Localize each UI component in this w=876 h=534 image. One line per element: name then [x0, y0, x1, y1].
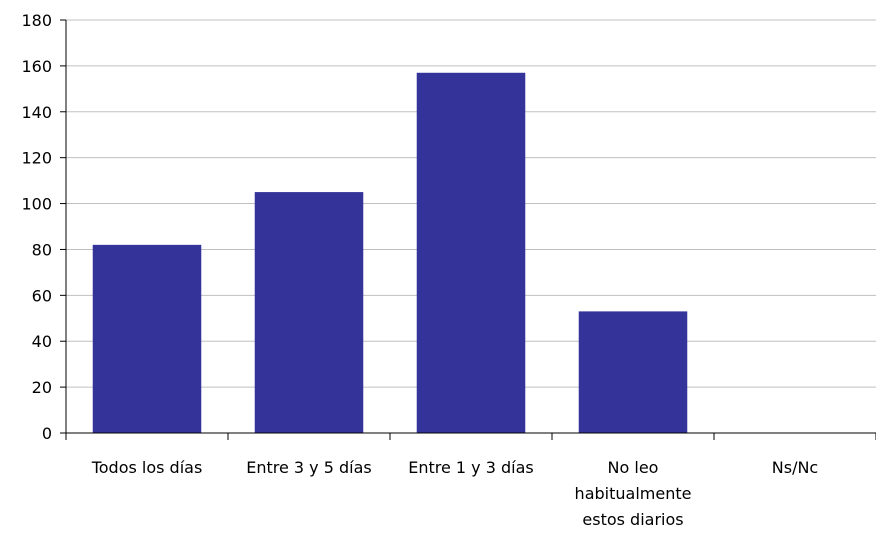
- y-tick-label-160: 160: [21, 57, 52, 76]
- x-tick-label-0: Todos los días: [91, 458, 203, 477]
- y-tick-label-80: 80: [32, 240, 52, 259]
- x-tick-label-2: Entre 1 y 3 días: [408, 458, 534, 477]
- bar-3: [578, 311, 688, 433]
- bar-2: [416, 72, 526, 434]
- bars: [92, 72, 688, 434]
- y-tick-label-40: 40: [32, 332, 52, 351]
- bar-0: [92, 244, 202, 433]
- x-tick-label-3: No leo habitualmente estos diarios: [575, 458, 692, 529]
- y-tick-label-0: 0: [42, 424, 52, 443]
- x-tick-label-4: Ns/Nc: [772, 458, 818, 477]
- y-tick-label-140: 140: [21, 103, 52, 122]
- y-tick-label-120: 120: [21, 149, 52, 168]
- y-tick-label-180: 180: [21, 11, 52, 30]
- axes: [60, 19, 876, 440]
- y-tick-label-60: 60: [32, 286, 52, 305]
- x-tick-label-1: Entre 3 y 5 días: [246, 458, 372, 477]
- y-tick-label-20: 20: [32, 378, 52, 397]
- y-tick-label-100: 100: [21, 195, 52, 214]
- axis-labels: 0 20 40 60 80 100 120 140 160 180 Todos los días En…: [21, 11, 818, 529]
- bar-1: [254, 192, 364, 433]
